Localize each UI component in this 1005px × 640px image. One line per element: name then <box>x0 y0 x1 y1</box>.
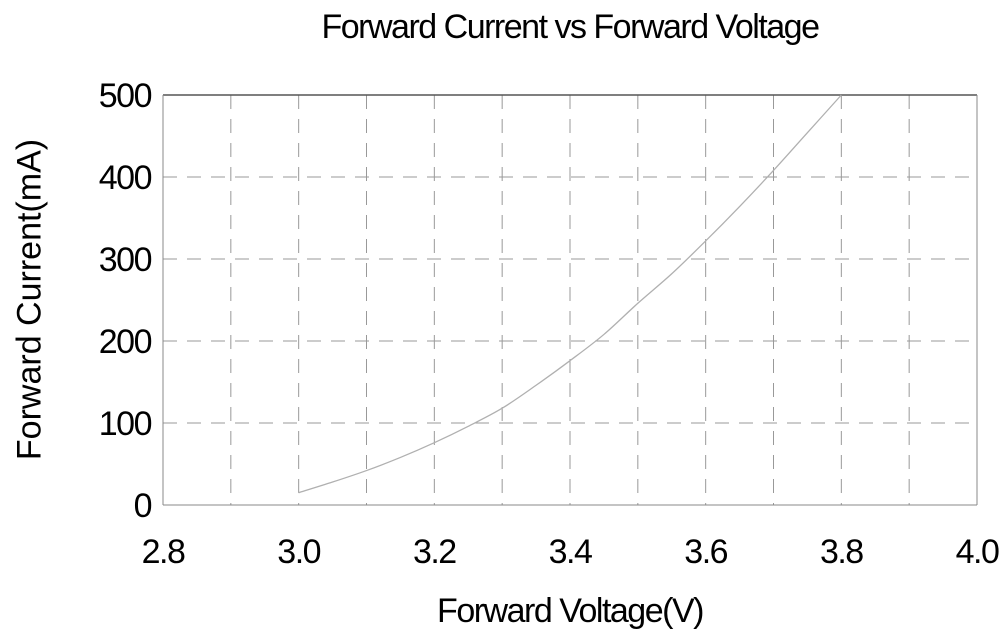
x-tick-label: 3.6 <box>684 533 727 571</box>
y-tick-label: 500 <box>99 77 152 115</box>
series-line <box>298 94 842 494</box>
x-tick-label: 3.4 <box>549 533 592 571</box>
x-tick-label: 3.2 <box>413 533 456 571</box>
y-tick-label: 0 <box>134 487 152 525</box>
x-tick-label: 3.0 <box>277 533 320 571</box>
x-tick-label: 3.8 <box>820 533 863 571</box>
y-tick-label: 200 <box>99 323 152 361</box>
y-tick-label: 300 <box>99 241 152 279</box>
x-axis-label: Forward Voltage(V) <box>437 592 704 630</box>
chart-title: Forward Current vs Forward Voltage <box>321 8 820 46</box>
x-tick-label: 4.0 <box>956 533 999 571</box>
y-tick-label: 100 <box>99 405 152 443</box>
y-tick-label: 400 <box>99 159 152 197</box>
x-tick-label: 2.8 <box>142 533 185 571</box>
